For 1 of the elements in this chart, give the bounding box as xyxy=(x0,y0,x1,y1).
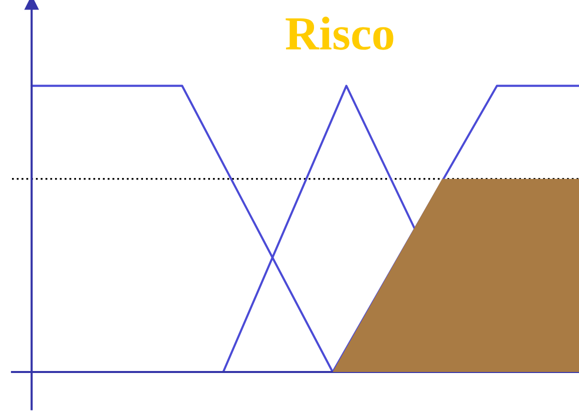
chart-title: Risco xyxy=(286,16,394,50)
